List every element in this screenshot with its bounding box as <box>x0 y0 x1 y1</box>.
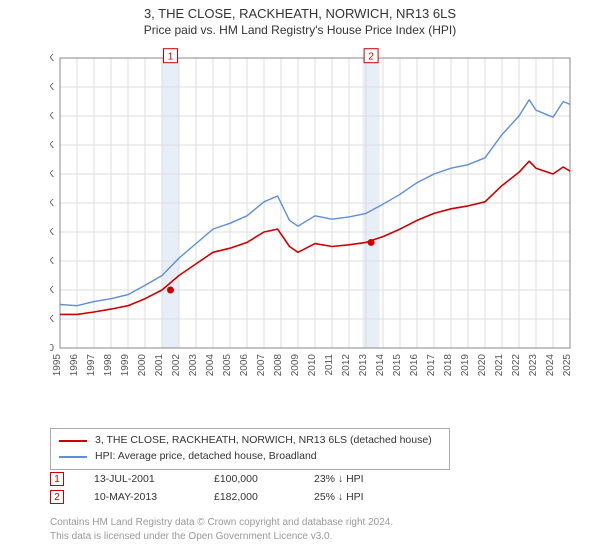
marker-badge: 2 <box>50 490 64 504</box>
svg-text:2016: 2016 <box>409 354 420 377</box>
svg-text:2014: 2014 <box>375 354 386 377</box>
data-attribution: Contains HM Land Registry data © Crown c… <box>50 516 393 543</box>
svg-text:2006: 2006 <box>239 354 250 377</box>
svg-text:2011: 2011 <box>324 354 335 376</box>
marker-price: £100,000 <box>214 473 284 485</box>
svg-text:£0: £0 <box>50 343 54 354</box>
svg-text:2012: 2012 <box>341 354 352 377</box>
svg-text:2009: 2009 <box>290 354 301 377</box>
svg-text:2007: 2007 <box>256 354 267 377</box>
svg-text:2020: 2020 <box>477 354 488 377</box>
marker-date: 10-MAY-2013 <box>94 491 184 503</box>
svg-text:1997: 1997 <box>86 354 97 377</box>
svg-text:1995: 1995 <box>52 354 63 377</box>
svg-text:£300K: £300K <box>50 169 54 180</box>
chart-title-block: 3, THE CLOSE, RACKHEATH, NORWICH, NR13 6… <box>0 0 600 37</box>
svg-text:2022: 2022 <box>511 354 522 377</box>
subtitle: Price paid vs. HM Land Registry's House … <box>0 23 600 37</box>
svg-text:£50K: £50K <box>50 314 54 325</box>
legend-row: 3, THE CLOSE, RACKHEATH, NORWICH, NR13 6… <box>59 433 441 449</box>
legend-swatch <box>59 440 87 442</box>
svg-text:2004: 2004 <box>205 354 216 377</box>
svg-text:£500K: £500K <box>50 53 54 64</box>
legend-row: HPI: Average price, detached house, Broa… <box>59 449 441 465</box>
svg-text:2002: 2002 <box>171 354 182 377</box>
svg-text:2025: 2025 <box>562 354 573 377</box>
svg-text:2019: 2019 <box>460 354 471 377</box>
footer-line-2: This data is licensed under the Open Gov… <box>50 530 393 544</box>
svg-text:£350K: £350K <box>50 140 54 151</box>
legend-swatch <box>59 456 87 458</box>
svg-text:2000: 2000 <box>137 354 148 377</box>
svg-text:2024: 2024 <box>545 354 556 377</box>
svg-text:2021: 2021 <box>494 354 505 377</box>
svg-text:1998: 1998 <box>103 354 114 377</box>
footer-line-1: Contains HM Land Registry data © Crown c… <box>50 516 393 530</box>
svg-text:2013: 2013 <box>358 354 369 377</box>
chart-area: £0 £50K £100K £150K £200K £250K £300K £350K £400… <box>50 48 580 388</box>
marker-date: 13-JUL-2001 <box>94 473 184 485</box>
svg-text:£250K: £250K <box>50 198 54 209</box>
svg-text:1999: 1999 <box>120 354 131 377</box>
svg-text:£150K: £150K <box>50 256 54 267</box>
marker-row: 1 13-JUL-2001 £100,000 23% ↓ HPI <box>50 472 404 486</box>
svg-text:2023: 2023 <box>528 354 539 377</box>
svg-text:2018: 2018 <box>443 354 454 377</box>
legend-label: 3, THE CLOSE, RACKHEATH, NORWICH, NR13 6… <box>95 433 432 449</box>
svg-text:2010: 2010 <box>307 354 318 377</box>
marker-row: 2 10-MAY-2013 £182,000 25% ↓ HPI <box>50 490 404 504</box>
svg-text:1996: 1996 <box>69 354 80 377</box>
address-title: 3, THE CLOSE, RACKHEATH, NORWICH, NR13 6… <box>0 6 600 21</box>
svg-text:2: 2 <box>368 52 374 63</box>
svg-text:1: 1 <box>168 52 174 63</box>
svg-text:£400K: £400K <box>50 111 54 122</box>
svg-text:2001: 2001 <box>154 354 165 377</box>
svg-text:2015: 2015 <box>392 354 403 377</box>
svg-text:£450K: £450K <box>50 82 54 93</box>
svg-text:2008: 2008 <box>273 354 284 377</box>
legend: 3, THE CLOSE, RACKHEATH, NORWICH, NR13 6… <box>50 428 450 470</box>
legend-label: HPI: Average price, detached house, Broa… <box>95 449 317 465</box>
line-chart: £0 £50K £100K £150K £200K £250K £300K £350K £400… <box>50 48 580 388</box>
svg-text:2003: 2003 <box>188 354 199 377</box>
marker-delta: 25% ↓ HPI <box>314 491 404 503</box>
marker-delta: 23% ↓ HPI <box>314 473 404 485</box>
svg-text:£200K: £200K <box>50 227 54 238</box>
svg-text:2017: 2017 <box>426 354 437 377</box>
svg-text:2005: 2005 <box>222 354 233 377</box>
price-markers-table: 1 13-JUL-2001 £100,000 23% ↓ HPI 2 10-MAY-201… <box>50 472 404 508</box>
marker-price: £182,000 <box>214 491 284 503</box>
svg-text:£100K: £100K <box>50 285 54 296</box>
marker-badge: 1 <box>50 472 64 486</box>
